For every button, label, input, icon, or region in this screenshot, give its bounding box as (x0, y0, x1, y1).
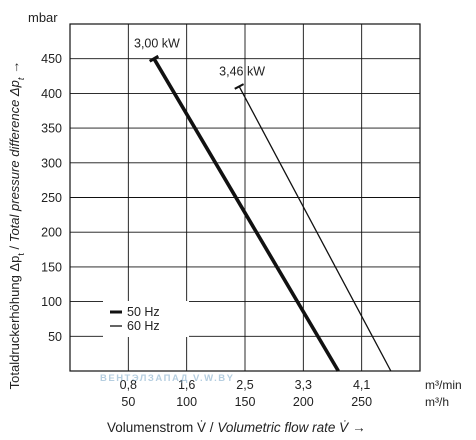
series-end-marker-1 (234, 83, 245, 90)
y-axis-title-arrow: → (7, 61, 22, 74)
series-annotation-0: 3,00 kW (134, 37, 180, 51)
legend-background (103, 301, 189, 337)
series-end-marker-0 (148, 54, 160, 63)
x-tick-upper-label-1: 1,6 (178, 378, 195, 392)
y-axis-title-de: Totaldruckerhöhung Δp (7, 256, 22, 390)
x-tick-lower-label-4: 250 (351, 395, 372, 409)
x-tick-upper-label-0: 0,8 (120, 378, 137, 392)
y-axis-title-sep: / (7, 242, 22, 253)
x-tick-lower-label-0: 50 (121, 395, 135, 409)
y-tick-label-8: 450 (41, 52, 62, 66)
y-tick-label-3: 200 (41, 226, 62, 240)
x-axis-title-de: Volumenstrom V̇ (107, 420, 206, 435)
x-unit-lower-label: m³/h (425, 395, 449, 409)
y-tick-label-7: 400 (41, 87, 62, 101)
x-axis-title-sep: / (206, 420, 217, 435)
y-axis-title-en: Total pressure difference Δp (7, 80, 22, 242)
x-tick-lower-label-1: 100 (176, 395, 197, 409)
series-annotation-1: 3,46 kW (219, 64, 265, 78)
series-layer: 3,00 kW 3,46 kW (134, 37, 392, 372)
x-axis-title-arrow: → (352, 420, 366, 435)
series-line-1 (238, 86, 392, 372)
x-tick-upper-label-3: 3,3 (295, 378, 312, 392)
y-tick-label-4: 250 (41, 191, 62, 205)
y-axis-title-de-sub: t (16, 253, 26, 256)
y-tick-label-2: 150 (41, 260, 62, 274)
x-axis-title-en: Volumetric flow rate V̇ (217, 420, 350, 435)
y-tick-label-6: 350 (41, 122, 62, 136)
y-axis-title-en-sub: t (16, 77, 26, 80)
x-unit-upper-label: m³/min (425, 378, 462, 392)
x-tick-upper-label-4: 4,1 (353, 378, 370, 392)
y-tick-labels: 50 100 150 200 250 300 350 400 450 (41, 52, 62, 344)
y-unit-label: mbar (28, 10, 58, 25)
y-tick-label-0: 50 (48, 330, 62, 344)
x-tick-lower-label-3: 200 (293, 395, 314, 409)
x-tick-lower-label-2: 150 (235, 395, 256, 409)
x-tick-upper-label-2: 2,5 (236, 378, 253, 392)
y-axis-title: Totaldruckerhöhung Δpt / Total pressure … (7, 61, 26, 390)
legend-label-1: 60 Hz (127, 319, 160, 333)
x-axis-title: Volumenstrom V̇ / Volumetric flow rate V… (107, 420, 366, 435)
y-tick-label-1: 100 (41, 295, 62, 309)
plot-frame (69, 23, 421, 372)
series-line-0 (152, 57, 340, 372)
watermark: ВЕНТЭЛЗАПАД V.W.BY (100, 373, 234, 384)
x-tick-labels: 0,8 50 1,6 100 2,5 150 3,3 200 4,1 250 (120, 378, 373, 409)
legend-label-0: 50 Hz (127, 305, 160, 319)
y-tick-label-5: 300 (41, 156, 62, 170)
